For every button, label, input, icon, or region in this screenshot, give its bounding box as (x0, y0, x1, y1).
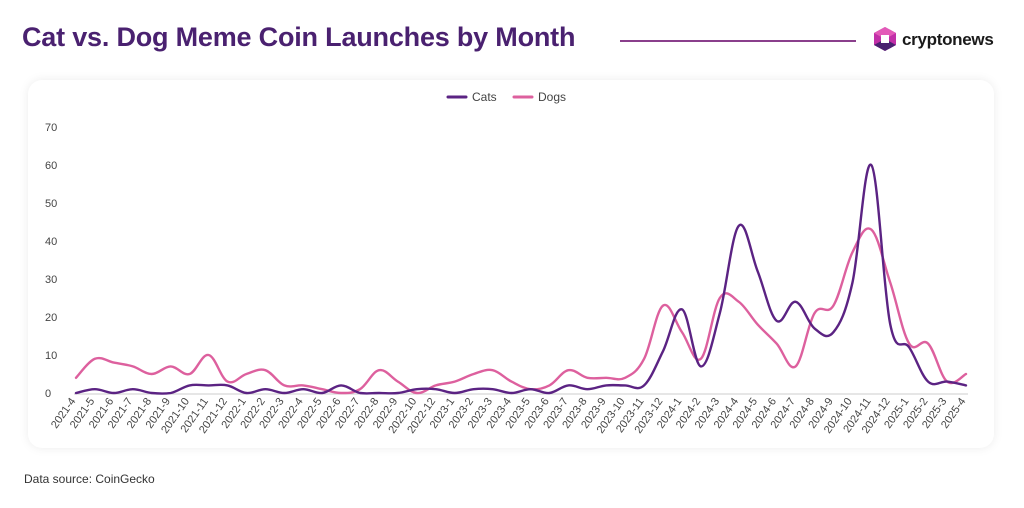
y-tick-label: 50 (45, 198, 57, 210)
legend-label-cats: Cats (472, 90, 497, 104)
title-divider (620, 40, 856, 42)
chart-card: Cats Dogs 0 10 20 30 40 50 60 70 2021-4 2021-5 202… (28, 80, 994, 448)
x-axis: 2021-42021-52021-62021-72021-82021-92021… (49, 393, 968, 436)
y-tick-label: 60 (45, 160, 57, 172)
legend: Cats Dogs (446, 90, 566, 104)
legend-label-dogs: Dogs (538, 90, 566, 104)
series-layer (74, 163, 968, 395)
y-tick-label: 40 (45, 236, 57, 248)
y-tick-label: 30 (45, 274, 57, 286)
series-line-dogs (74, 227, 968, 395)
y-tick-label: 70 (45, 122, 57, 134)
series-line-cats (74, 163, 968, 395)
y-tick-label: 0 (45, 388, 51, 400)
data-source: Data source: CoinGecko (24, 472, 155, 486)
brand-name: cryptonews (902, 30, 994, 49)
y-axis: 0 10 20 30 40 50 60 70 (45, 122, 57, 400)
header: Cat vs. Dog Meme Coin Launches by Month … (0, 0, 1024, 80)
page-title: Cat vs. Dog Meme Coin Launches by Month (22, 22, 576, 52)
line-chart: Cats Dogs 0 10 20 30 40 50 60 70 2021-42021-5202… (45, 90, 968, 436)
cryptonews-logo-icon (874, 27, 896, 51)
y-tick-label: 10 (45, 350, 57, 362)
y-tick-label: 20 (45, 312, 57, 324)
